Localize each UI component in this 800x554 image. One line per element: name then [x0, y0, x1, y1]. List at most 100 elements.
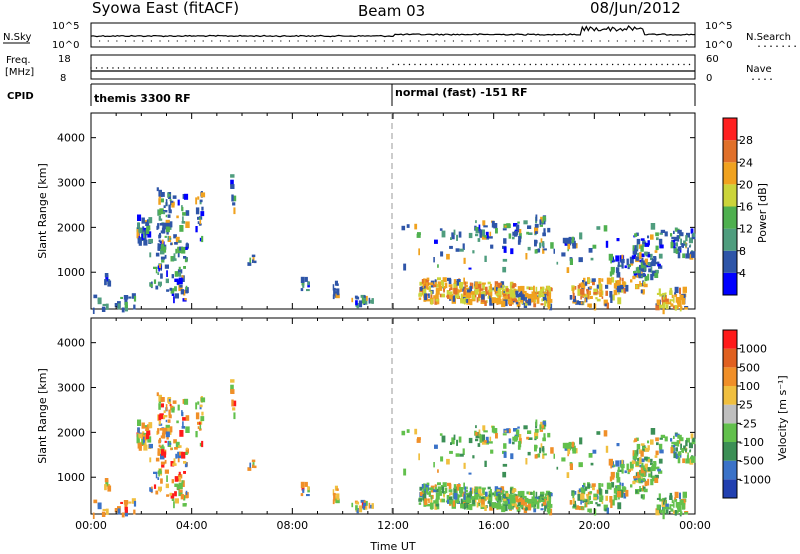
- noise-panel: N.Sky 10^5 10^0 10^5 10^0 N.Search .....…: [3, 21, 800, 51]
- backscatter-cell: [494, 281, 499, 287]
- backscatter-cell: [588, 453, 593, 458]
- backscatter-cell: [650, 273, 654, 281]
- cpid-program-2: normal (fast) -151 RF: [395, 86, 528, 99]
- backscatter-cell: [617, 466, 620, 472]
- backscatter-cell: [420, 491, 425, 497]
- backscatter-cell: [184, 246, 188, 250]
- colorbar-tick-label: 1000: [739, 343, 767, 356]
- backscatter-cell: [639, 478, 642, 481]
- backscatter-cell: [616, 443, 620, 447]
- backscatter-cell: [673, 435, 675, 439]
- backscatter-cell: [306, 289, 310, 292]
- backscatter-cell: [514, 298, 517, 303]
- backscatter-cell: [673, 246, 677, 254]
- backscatter-cell: [334, 493, 338, 496]
- backscatter-cell: [635, 490, 638, 494]
- backscatter-cell: [531, 297, 535, 302]
- colorbar-swatch: [723, 162, 737, 185]
- backscatter-cell: [199, 237, 202, 242]
- backscatter-cell: [638, 475, 641, 482]
- noise-search-point: [547, 40, 549, 42]
- backscatter-cell: [582, 293, 586, 296]
- noise-search-point: [608, 40, 610, 42]
- power-colorbar-swatches: [722, 117, 738, 296]
- noise-search-point: [211, 40, 213, 42]
- backscatter-cell: [528, 437, 533, 440]
- backscatter-cell: [497, 288, 501, 292]
- backscatter-cell: [424, 498, 427, 506]
- backscatter-cell: [121, 307, 125, 313]
- backscatter-cell: [453, 229, 456, 235]
- backscatter-cell: [449, 450, 453, 454]
- backscatter-cell: [547, 432, 551, 438]
- backscatter-cell: [503, 498, 507, 502]
- backscatter-cell: [490, 244, 494, 249]
- backscatter-cell: [137, 237, 142, 244]
- backscatter-cell: [682, 298, 686, 305]
- backscatter-cell: [423, 493, 427, 501]
- backscatter-cell: [687, 247, 689, 254]
- backscatter-cell: [462, 243, 465, 250]
- backscatter-cell: [428, 293, 430, 299]
- backscatter-cell: [164, 264, 169, 269]
- backscatter-cell: [520, 285, 525, 290]
- backscatter-cell: [505, 295, 508, 299]
- backscatter-cell: [165, 199, 168, 206]
- backscatter-cell: [534, 428, 539, 433]
- backscatter-cell: [606, 277, 610, 285]
- backscatter-cell: [462, 448, 465, 455]
- backscatter-cell: [572, 292, 575, 300]
- backscatter-cell: [174, 271, 179, 277]
- backscatter-cell: [231, 400, 237, 407]
- backscatter-cell: [468, 293, 471, 298]
- backscatter-cell: [167, 235, 169, 241]
- backscatter-cell: [513, 288, 517, 293]
- backscatter-cell: [419, 486, 423, 491]
- colorbar-tick-label: 4: [739, 267, 746, 280]
- backscatter-cell: [133, 295, 137, 302]
- backscatter-cell: [654, 269, 659, 274]
- backscatter-cell: [528, 293, 533, 300]
- backscatter-cell: [403, 263, 407, 271]
- backscatter-cell: [449, 496, 453, 500]
- backscatter-cell: [137, 419, 142, 426]
- backscatter-cell: [185, 490, 188, 495]
- nave-point: [502, 63, 504, 66]
- backscatter-cell: [174, 491, 177, 497]
- backscatter-cell: [547, 303, 551, 310]
- backscatter-cell: [525, 296, 527, 302]
- backscatter-cell: [183, 471, 186, 474]
- colorbar-tick-label: 25: [739, 399, 753, 412]
- backscatter-cell: [334, 485, 338, 491]
- backscatter-cell: [465, 285, 468, 287]
- backscatter-cell: [163, 427, 168, 435]
- backscatter-cell: [589, 286, 593, 289]
- backscatter-cell: [589, 491, 593, 494]
- backscatter-cell: [541, 497, 545, 501]
- backscatter-cell: [564, 448, 569, 451]
- backscatter-cell: [363, 295, 366, 298]
- backscatter-cell: [534, 444, 537, 452]
- backscatter-cell: [549, 292, 552, 298]
- backscatter-cell: [605, 445, 609, 453]
- backscatter-cell: [688, 237, 693, 244]
- backscatter-cell: [169, 492, 173, 496]
- backscatter-cell: [669, 504, 674, 507]
- nave-point: [266, 67, 268, 69]
- colorbar-tick-label: 500: [739, 361, 760, 374]
- backscatter-cell: [515, 301, 519, 305]
- backscatter-cell: [167, 397, 169, 403]
- backscatter-cell: [583, 482, 586, 488]
- backscatter-cell: [679, 248, 682, 253]
- backscatter-cell: [639, 264, 641, 270]
- nave-point: [238, 67, 240, 69]
- backscatter-cell: [670, 303, 674, 307]
- backscatter-cell: [177, 457, 180, 463]
- backscatter-cell: [656, 237, 659, 241]
- backscatter-cell: [452, 501, 456, 507]
- backscatter-cell: [446, 253, 450, 260]
- nave-point: [562, 63, 564, 66]
- backscatter-cell: [539, 429, 543, 432]
- backscatter-cell: [456, 439, 458, 446]
